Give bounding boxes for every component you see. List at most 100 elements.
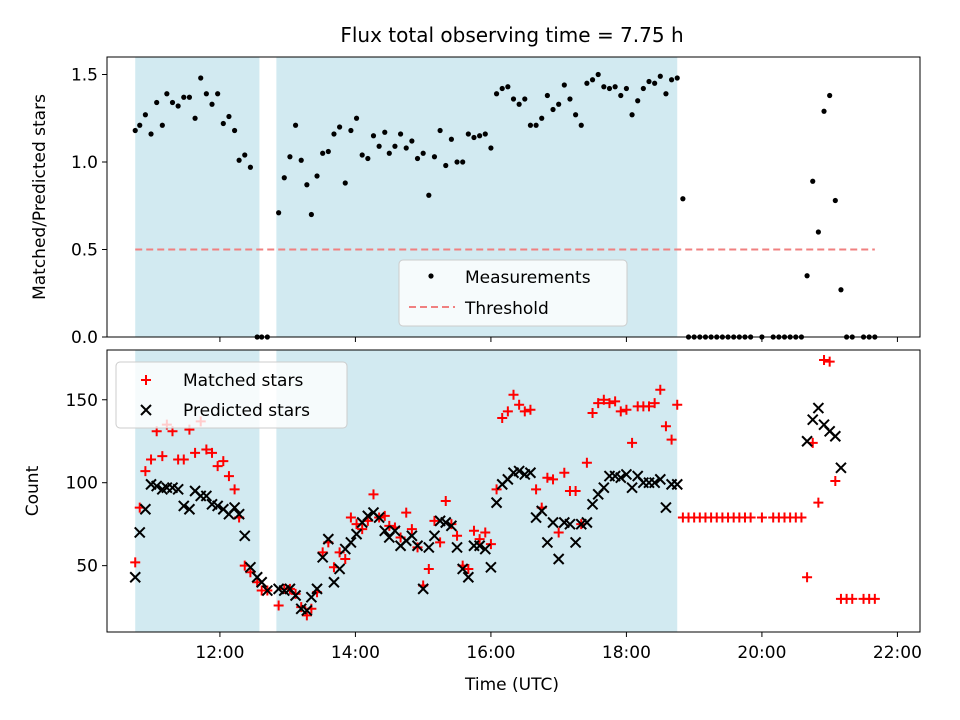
measurement-point: [618, 92, 624, 99]
y-tick-label: 0.5: [71, 241, 98, 261]
measurement-point: [815, 229, 821, 235]
measurement-point: [640, 85, 646, 92]
measurement-point: [376, 143, 382, 149]
legend-threshold-label: Threshold: [464, 299, 549, 319]
predicted-star-point: [451, 541, 463, 554]
predicted-star-point: [513, 465, 525, 477]
measurement-point: [308, 211, 314, 218]
predicted-star-point: [345, 536, 357, 549]
count-y-axis-label: Count: [23, 465, 43, 516]
matched-star-point: [649, 398, 660, 409]
matched-star-point: [813, 497, 824, 508]
matched-star-point: [245, 567, 256, 578]
measurement-point: [488, 145, 494, 151]
predicted-star-point: [428, 530, 441, 542]
matched-star-point: [796, 512, 807, 523]
measurement-point: [556, 101, 562, 107]
x-tick-label: 14:00: [331, 643, 380, 663]
measurement-point: [359, 152, 365, 158]
predicted-star-point: [301, 604, 313, 617]
measurement-point: [510, 96, 517, 102]
measurement-point: [247, 164, 254, 170]
measurement-point: [668, 77, 675, 83]
matched-star-point: [581, 457, 592, 468]
y-tick-label: 150: [66, 391, 98, 411]
matched-star-point: [212, 461, 223, 472]
predicted-star-point: [564, 518, 576, 530]
legend-matched-marker: [141, 375, 151, 385]
predicted-star-point: [134, 526, 146, 539]
matched-star-point: [819, 354, 830, 365]
matched-star-point: [207, 447, 218, 458]
legend-predicted-marker: [140, 404, 152, 416]
predicted-star-point: [456, 563, 469, 575]
measurement-point: [578, 122, 584, 128]
measurement-point: [550, 106, 556, 113]
measurement-point: [169, 99, 176, 106]
ratio-panel: 0.0 0.5 1.0 1.5 Matched/Predicted stars Mea…: [30, 56, 921, 348]
matched-star-point: [666, 434, 677, 445]
measurement-point: [680, 196, 686, 202]
legend-box: [398, 259, 628, 327]
predicted-star-point: [178, 500, 190, 512]
matched-star-point: [401, 507, 412, 518]
matched-star-point: [345, 512, 356, 523]
measurement-point: [465, 131, 471, 137]
x-tick-label: 18:00: [602, 643, 651, 663]
measurement-point: [164, 91, 170, 97]
measurement-point: [827, 92, 833, 99]
matched-star-point: [502, 406, 513, 417]
ratio-x-ticks: [219, 337, 898, 342]
matched-star-point: [468, 525, 479, 536]
matched-star-point: [627, 437, 638, 448]
matched-star-point: [452, 530, 463, 541]
matched-star-point: [593, 398, 604, 409]
predicted-star-point: [333, 563, 346, 575]
measurement-point: [821, 108, 827, 114]
measurement-point: [142, 112, 148, 118]
time-x-axis: 12:00 14:00 16:00 18:00 20:00 22:00: [195, 632, 922, 663]
predicted-star-point: [411, 540, 424, 552]
predicted-star-point: [615, 472, 627, 484]
matched-star-point: [273, 600, 284, 611]
measurement-points: [132, 71, 878, 340]
matched-star-point: [474, 534, 485, 545]
matched-star-point: [406, 524, 417, 535]
matched-star-point: [604, 398, 615, 409]
matched-star-point: [357, 524, 368, 535]
count-y-axis: 50 100 150: [66, 391, 107, 577]
measurement-point: [516, 101, 522, 107]
ratio-legend: Measurements Threshold: [398, 259, 628, 327]
measurement-point: [652, 80, 658, 86]
count-panel-frame: [106, 349, 921, 633]
matched-star-point: [178, 454, 189, 465]
predicted-star-point: [552, 553, 565, 565]
measurement-point: [646, 78, 652, 85]
predicted-star-point: [660, 501, 672, 514]
matched-star-point: [340, 554, 351, 565]
predicted-star-point: [261, 584, 274, 597]
matched-star-point: [301, 610, 312, 621]
measurement-point: [539, 115, 545, 121]
ratio-panel-frame: [106, 56, 921, 338]
predicted-star-point: [362, 510, 374, 522]
measurement-point: [657, 73, 663, 79]
predicted-star-point: [812, 402, 825, 414]
matched-star-point: [553, 527, 564, 538]
measurement-point: [137, 122, 143, 128]
matched-star-point: [440, 495, 451, 506]
matched-star-point: [745, 512, 756, 523]
measurement-point: [386, 150, 392, 156]
legend-measurements-label: Measurements: [465, 268, 591, 288]
measurement-point: [838, 287, 844, 293]
x-tick-label: 12:00: [195, 643, 244, 663]
measurement-point: [460, 159, 466, 165]
measurement-point: [635, 98, 641, 104]
predicted-star-point: [462, 571, 475, 583]
measurement-point: [370, 133, 377, 139]
matched-star-point: [548, 474, 559, 485]
matched-star-point: [229, 484, 240, 495]
measurement-point: [589, 77, 596, 83]
matched-star-point: [847, 593, 858, 604]
predicted-star-point: [536, 505, 548, 517]
